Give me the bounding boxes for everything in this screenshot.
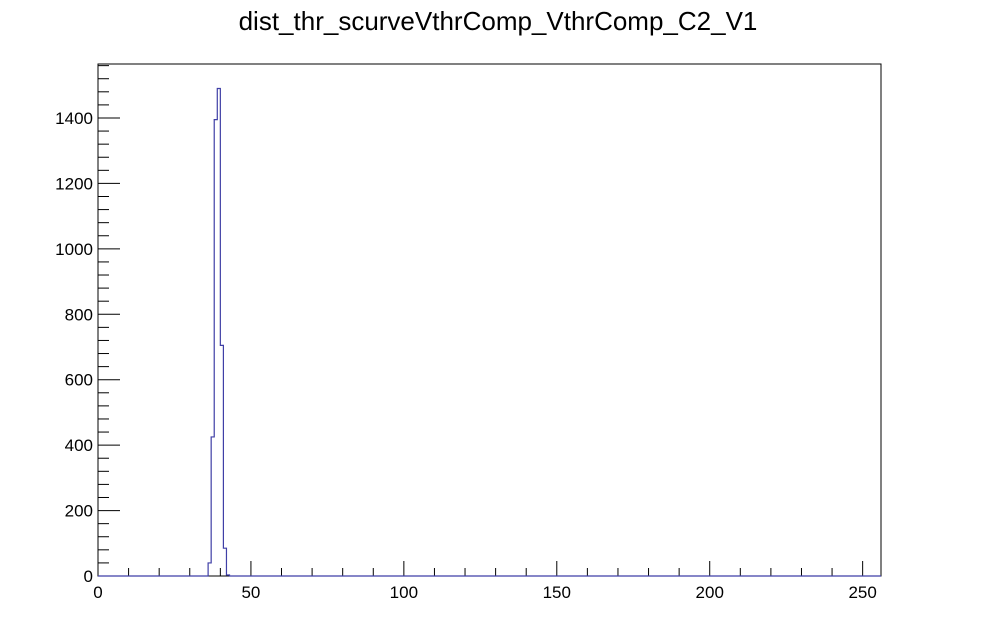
y-tick-label: 600 [65, 371, 93, 390]
x-tick-label: 100 [390, 583, 418, 602]
histogram-line [98, 87, 881, 577]
chart-title: dist_thr_scurveVthrComp_VthrComp_C2_V1 [239, 6, 758, 36]
x-tick-label: 0 [93, 583, 102, 602]
x-tick-label: 200 [696, 583, 724, 602]
axis-ticks [97, 65, 864, 577]
y-tick-label: 0 [84, 567, 93, 586]
y-tick-label: 1000 [55, 240, 93, 259]
y-tick-label: 200 [65, 502, 93, 521]
plot-frame [97, 63, 882, 577]
y-tick-label: 800 [65, 305, 93, 324]
axis-tick-labels: 0 50 100 150 200 250 0 200 400 600 800 1000 1200 1400 [55, 109, 877, 602]
x-tick-label: 150 [543, 583, 571, 602]
x-tick-label: 50 [241, 583, 260, 602]
x-tick-label: 250 [848, 583, 876, 602]
y-tick-label: 1400 [55, 109, 93, 128]
y-tick-label: 400 [65, 436, 93, 455]
y-tick-label: 1200 [55, 174, 93, 193]
